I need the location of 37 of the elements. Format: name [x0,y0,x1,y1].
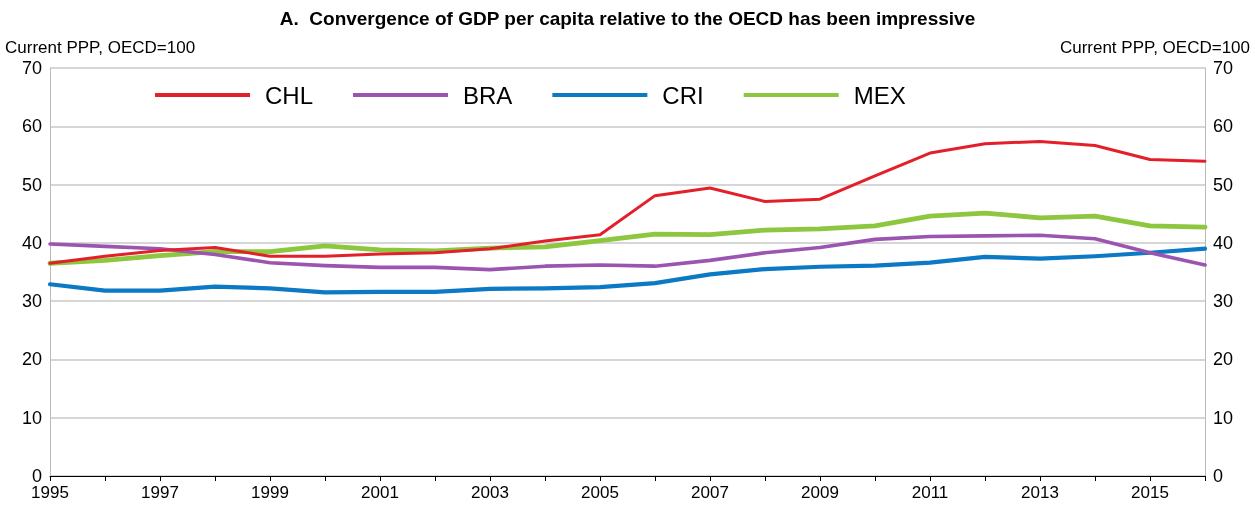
x-tick-label: 2007 [691,483,729,502]
y2-tick-label: 10 [1213,407,1234,428]
y-tick-label: 10 [21,407,42,428]
x-tick-label: 2015 [1131,483,1169,502]
x-tick-label: 2009 [801,483,839,502]
chart-title: A. Convergence of GDP per capita relative to the OECD has been impressive [279,8,976,29]
y2-axis-title: Current PPP, OECD=100 [1059,38,1250,57]
legend-label: CRI [662,81,704,109]
legend-label: BRA [463,81,513,109]
x-tick-label: 2005 [581,483,619,502]
line-series [47,246,1208,295]
legend-label: MEX [853,81,906,109]
x-tick-label: 2013 [1021,483,1059,502]
y-tick-label: 50 [21,174,42,195]
y2-tick-label: 40 [1213,232,1234,253]
legend-label: CHL [265,81,314,109]
line-series [48,139,1207,265]
line-series [48,233,1207,272]
x-tick-label: 2003 [471,483,509,502]
x-tick-label: 2011 [911,483,949,502]
y2-tick-label: 50 [1213,174,1234,195]
y-tick-label: 30 [21,291,42,312]
y2-tick-label: 70 [1213,58,1234,78]
y2-tick-label: 20 [1213,349,1234,370]
y-tick-label: 60 [21,116,42,137]
y2-tick-label: 30 [1213,291,1234,312]
y-tick-label: 70 [21,58,42,78]
y-tick-label: 0 [31,466,42,486]
x-tick-label: 1999 [251,483,289,502]
x-tick-label: 2001 [361,483,399,502]
y-tick-label: 40 [21,232,42,253]
y-axis-title: Current PPP, OECD=100 [5,38,196,57]
x-tick-label: 1997 [141,483,179,502]
y2-tick-label: 0 [1213,466,1224,486]
x-tick-label: 1995 [31,483,69,502]
y2-tick-label: 60 [1213,116,1234,137]
y-tick-label: 20 [21,349,42,370]
